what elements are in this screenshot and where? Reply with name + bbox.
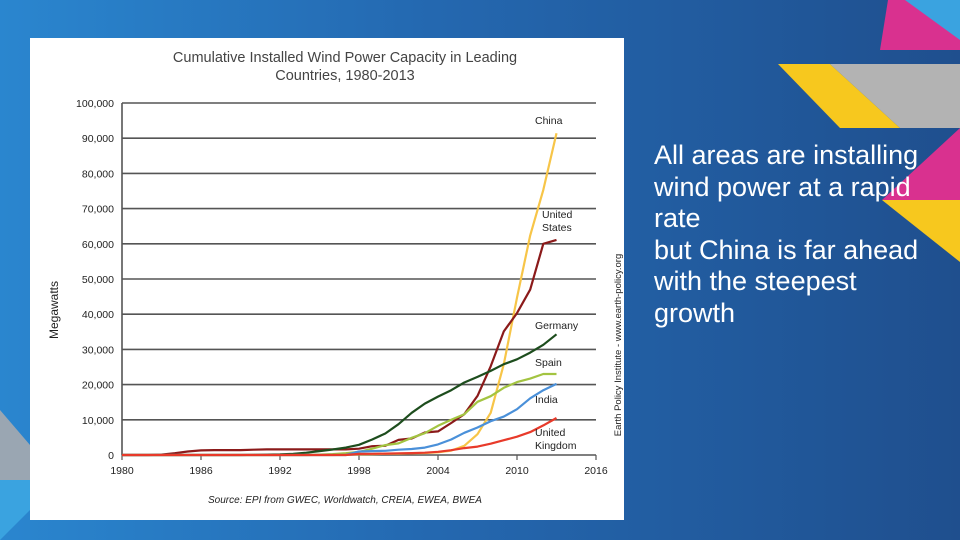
chart-panel: Cumulative Installed Wind Power Capacity…: [30, 38, 624, 520]
y-tick-labels: 0 10,000 20,000 30,000 40,000 50,000 60,000 70,…: [76, 98, 114, 462]
top-right-yellow-chevron: [778, 64, 900, 128]
x-tick-labels: 1980 1986 1992 1998 2004 2010 2016: [110, 465, 608, 477]
x-tick-label: 2016: [584, 465, 608, 477]
series-label-united-states: United States: [542, 209, 573, 234]
x-tick-label: 1980: [110, 465, 134, 477]
y-tick-label: 0: [108, 450, 114, 462]
series-label-united-kingdom: United Kingdom: [535, 427, 577, 452]
x-tick-label: 1986: [189, 465, 213, 477]
y-tick-label: 60,000: [82, 239, 114, 251]
series-label-india: India: [535, 394, 558, 406]
y-tick-label: 70,000: [82, 204, 114, 216]
series-label-china: China: [535, 115, 563, 127]
grid-lines: [122, 102, 596, 421]
x-tick-label: 2004: [426, 465, 450, 477]
y-tick-label: 80,000: [82, 168, 114, 180]
wind-capacity-chart: Cumulative Installed Wind Power Capacity…: [47, 50, 624, 506]
y-tick-label: 90,000: [82, 133, 114, 145]
y-tick-label: 40,000: [82, 309, 114, 321]
right-pink-chevron: [882, 128, 960, 200]
x-tick-label: 1992: [268, 465, 292, 477]
series-line-united-states: [122, 238, 557, 457]
series-line-china: [122, 133, 558, 457]
y-axis-label: Megawatts: [47, 281, 61, 339]
chart-source-note: Source: EPI from GWEC, Worldwatch, CREIA…: [208, 495, 482, 506]
x-tick-label: 2010: [505, 465, 529, 477]
series-label-spain: Spain: [535, 357, 562, 369]
chart-title-line-1: Cumulative Installed Wind Power Capacity…: [173, 50, 517, 66]
top-right-grey-chevron: [830, 64, 960, 128]
y-tick-label: 100,000: [76, 98, 114, 110]
series-labels: China United States Germany Spain India United…: [535, 115, 579, 452]
series-label-germany: Germany: [535, 320, 579, 332]
axes: [121, 103, 597, 460]
series-line-united-kingdom: [122, 417, 558, 457]
right-yellow-chevron: [882, 200, 960, 262]
y-tick-label: 10,000: [82, 415, 114, 427]
top-right-light-blue-chevron: [905, 0, 960, 40]
x-tick-label: 1998: [347, 465, 371, 477]
y-tick-label: 50,000: [82, 274, 114, 286]
slide-body-text: All areas are installing wind power at a…: [654, 140, 919, 328]
chart-credit: Earth Policy Institute - www.earth-polic…: [613, 254, 624, 437]
y-tick-label: 20,000: [82, 380, 114, 392]
series-lines: [122, 133, 558, 457]
chart-title-line-2: Countries, 1980-2013: [275, 68, 414, 84]
y-tick-label: 30,000: [82, 344, 114, 356]
